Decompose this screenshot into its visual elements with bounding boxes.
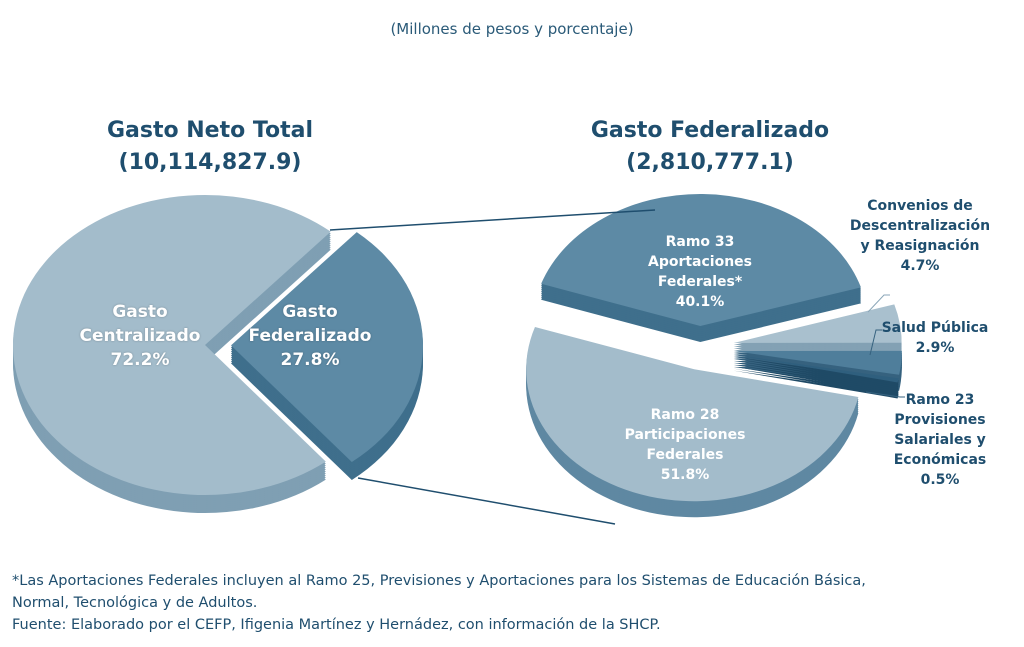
leader-ramo23 [865,391,905,398]
label-line: Provisiones [894,412,986,428]
label-value: 51.8% [660,467,710,483]
right-slice-ramo-23-provisiones-salariales-y-econ-micas-side [733,360,899,389]
right-slice-ramo-23-provisiones-salariales-y-econ-micas-side [733,362,899,391]
label-ramo33: Ramo 33 Aportaciones Federales* 40.1% [620,232,780,312]
label-line: Salariales y [894,432,986,448]
leader-salud [869,329,882,356]
label-line: Federales [646,447,724,463]
label-line: Económicas [893,452,987,468]
label-line: Salud Pública [881,320,989,336]
right-total-text: (2,810,777.1) [626,150,794,175]
label-line: Gasto [112,302,168,322]
footnote: *Las Aportaciones Federales incluyen al … [12,570,866,636]
label-line: Participaciones [624,427,746,443]
label-value: 72.2% [110,350,170,370]
left-slice-gasto-centralizado [13,194,331,495]
connector-line-top [329,209,656,231]
right-slice-ramo-23-provisiones-salariales-y-econ-micas-side [733,358,899,387]
label-line: Convenios de [867,198,973,214]
right-pie-title: Gasto Federalizado (2,810,777.1) [560,115,860,179]
label-ramo28: Ramo 28 Participaciones Federales 51.8% [600,405,770,485]
label-line: Centralizado [79,326,201,346]
label-value: 2.9% [915,340,955,356]
right-slice-ramo-23-provisiones-salariales-y-econ-micas-side [733,356,899,385]
label-ramo23: Ramo 23 Provisiones Salariales y Económi… [880,390,1000,490]
left-total-text: (10,114,827.9) [118,150,302,175]
footnote-line: Normal, Tecnológica y de Adultos. [12,595,258,611]
connector-line-bottom [357,477,616,525]
label-line: Gasto [282,302,338,322]
label-centralizado: Gasto Centralizado 72.2% [40,300,240,372]
right-slice-ramo-23-provisiones-salariales-y-econ-micas-side [733,370,899,399]
label-line: y Reasignación [860,238,980,254]
label-line: Aportaciones [647,254,753,270]
label-value: 40.1% [675,294,725,310]
label-value: 0.5% [920,472,960,488]
chart-subtitle: (Millones de pesos y porcentaje) [390,20,634,38]
left-slice-gasto-federalizado [230,232,423,463]
label-salud: Salud Pública 2.9% [870,318,1000,358]
leader-convenios [867,294,890,313]
label-value: 4.7% [900,258,940,274]
right-slice-ramo-23-provisiones-salariales-y-econ-micas-side [733,364,899,393]
label-line: Ramo 23 [905,392,975,408]
right-slice-ramo-28-participaciones-federales [526,327,859,502]
label-value: 27.8% [280,350,340,370]
label-line: Federales* [657,274,743,290]
footnote-source: Fuente: Elaborado por el CEFP, Ifigenia … [12,617,661,633]
left-pie-title: Gasto Neto Total (10,114,827.9) [60,115,360,179]
label-line: Federalizado [248,326,372,346]
label-line: Ramo 33 [665,234,735,250]
right-slice-ramo-23-provisiones-salariales-y-econ-micas [733,354,899,383]
label-line: Descentralización [849,218,991,234]
right-slice-ramo-33-aportaciones-federales- [541,194,861,327]
right-title-text: Gasto Federalizado [590,118,830,143]
right-slice-convenios-de-descentralizaci-n-y-reasignaci-n [733,304,902,343]
footnote-line: *Las Aportaciones Federales incluyen al … [12,573,866,589]
right-slice-salud-p-blica [733,350,902,375]
left-title-text: Gasto Neto Total [106,118,313,143]
label-federalizado: Gasto Federalizado 27.8% [225,300,395,372]
label-convenios: Convenios de Descentralización y Reasign… [840,196,1000,276]
right-slice-ramo-23-provisiones-salariales-y-econ-micas-side [733,368,899,397]
right-slice-ramo-23-provisiones-salariales-y-econ-micas-side [733,366,899,395]
label-line: Ramo 28 [650,407,720,423]
